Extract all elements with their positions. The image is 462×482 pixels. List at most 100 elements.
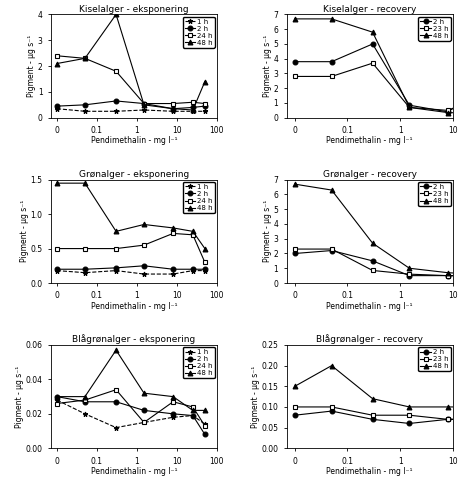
1 h <box>170 415 176 420</box>
Line: 1 h: 1 h <box>55 268 207 277</box>
Line: 24 h: 24 h <box>55 54 207 106</box>
2 h <box>292 251 298 256</box>
24 h <box>54 246 60 252</box>
1 h <box>113 268 119 273</box>
Line: 24 h: 24 h <box>55 231 207 265</box>
2 h <box>407 421 412 427</box>
Title: Blågrønalger - eksponering: Blågrønalger - eksponering <box>72 335 195 344</box>
2 h <box>445 109 450 115</box>
Y-axis label: Pigment - µg s⁻¹: Pigment - µg s⁻¹ <box>263 35 272 97</box>
48 h <box>113 12 119 17</box>
1 h <box>82 270 88 276</box>
48 h <box>190 228 195 234</box>
2 h <box>54 267 60 272</box>
1 h <box>190 268 195 273</box>
48 h <box>370 240 375 246</box>
48 h <box>54 394 60 400</box>
Title: Grønalger - eksponering: Grønalger - eksponering <box>79 170 189 179</box>
2 h <box>113 399 119 405</box>
48 h <box>292 16 298 22</box>
1 h <box>202 268 207 273</box>
2 h <box>202 103 207 109</box>
2 h <box>141 101 147 107</box>
1 h <box>82 108 88 114</box>
24 h <box>82 397 88 403</box>
Y-axis label: Pigment - µg s⁻¹: Pigment - µg s⁻¹ <box>251 365 260 428</box>
24 h <box>170 230 176 236</box>
48 h <box>82 394 88 400</box>
2 h <box>292 412 298 418</box>
1 h <box>113 425 119 430</box>
24 h <box>202 259 207 265</box>
X-axis label: Pendimethalin - mg l⁻¹: Pendimethalin - mg l⁻¹ <box>91 302 177 311</box>
Line: 2 h: 2 h <box>292 41 462 114</box>
24 h <box>190 404 195 410</box>
24 h <box>141 101 147 107</box>
X-axis label: Pendimethalin - mg l⁻¹: Pendimethalin - mg l⁻¹ <box>327 302 413 311</box>
2 h <box>370 41 375 47</box>
24 h <box>82 55 88 61</box>
2 h <box>329 408 334 414</box>
Y-axis label: Pigment - µg s⁻¹: Pigment - µg s⁻¹ <box>27 35 36 97</box>
24 h <box>190 232 195 238</box>
2 h <box>141 263 147 268</box>
Line: 48 h: 48 h <box>292 182 462 277</box>
48 h <box>329 187 334 193</box>
2 h <box>113 265 119 271</box>
2 h <box>329 248 334 254</box>
1 h <box>54 397 60 403</box>
24 h <box>113 68 119 74</box>
48 h <box>190 107 195 113</box>
Line: 48 h: 48 h <box>55 12 207 112</box>
2 h <box>141 407 147 413</box>
23 h <box>329 74 334 80</box>
48 h <box>370 396 375 402</box>
Line: 48 h: 48 h <box>55 348 207 413</box>
1 h <box>54 268 60 273</box>
X-axis label: Pendimethalin - mg l⁻¹: Pendimethalin - mg l⁻¹ <box>327 467 413 476</box>
48 h <box>82 55 88 61</box>
23 h <box>407 105 412 110</box>
Line: 2 h: 2 h <box>292 409 462 426</box>
23 h <box>329 404 334 410</box>
Line: 23 h: 23 h <box>292 404 462 422</box>
48 h <box>202 79 207 84</box>
2 h <box>202 267 207 272</box>
2 h <box>54 394 60 400</box>
48 h <box>170 106 176 112</box>
24 h <box>54 53 60 59</box>
23 h <box>292 74 298 80</box>
Title: Grønalger - recovery: Grønalger - recovery <box>323 170 417 179</box>
2 h <box>445 273 450 279</box>
Line: 23 h: 23 h <box>292 247 462 279</box>
48 h <box>370 29 375 35</box>
Line: 48 h: 48 h <box>292 363 462 409</box>
Legend: 2 h, 23 h, 48 h: 2 h, 23 h, 48 h <box>419 347 450 371</box>
2 h <box>82 267 88 272</box>
2 h <box>292 59 298 65</box>
2 h <box>170 106 176 112</box>
48 h <box>170 225 176 231</box>
1 h <box>141 271 147 277</box>
23 h <box>292 404 298 410</box>
48 h <box>445 270 450 276</box>
2 h <box>190 413 195 418</box>
1 h <box>170 271 176 277</box>
23 h <box>445 107 450 113</box>
2 h <box>190 267 195 272</box>
X-axis label: Pendimethalin - mg l⁻¹: Pendimethalin - mg l⁻¹ <box>91 467 177 476</box>
1 h <box>202 421 207 427</box>
Line: 1 h: 1 h <box>55 106 207 114</box>
48 h <box>292 383 298 389</box>
24 h <box>141 419 147 425</box>
2 h <box>202 431 207 437</box>
48 h <box>54 180 60 186</box>
1 h <box>113 108 119 114</box>
Title: Blågrønalger - recovery: Blågrønalger - recovery <box>316 335 423 344</box>
48 h <box>407 404 412 410</box>
X-axis label: Pendimethalin - mg l⁻¹: Pendimethalin - mg l⁻¹ <box>91 136 177 146</box>
23 h <box>370 60 375 66</box>
48 h <box>190 407 195 413</box>
24 h <box>190 99 195 105</box>
1 h <box>190 108 195 114</box>
